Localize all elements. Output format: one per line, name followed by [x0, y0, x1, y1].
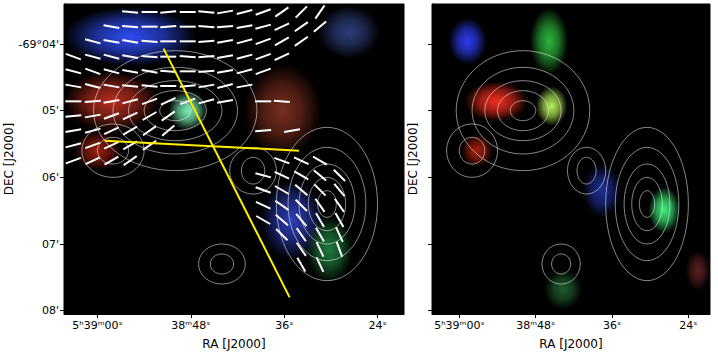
svg-text:38ᵐ48ˢ: 38ᵐ48ˢ: [516, 319, 555, 332]
svg-text:36ˢ: 36ˢ: [603, 319, 621, 332]
svg-text:DEC [J2000]: DEC [J2000]: [406, 123, 420, 195]
svg-text:36ˢ: 36ˢ: [275, 319, 293, 332]
svg-text:05': 05': [42, 104, 59, 117]
svg-text:RA [J2000]: RA [J2000]: [202, 337, 265, 351]
svg-text:08': 08': [42, 304, 59, 317]
svg-text:07': 07': [42, 238, 59, 251]
svg-text:RA [J2000]: RA [J2000]: [539, 337, 602, 351]
svg-text:-69°04': -69°04': [19, 38, 60, 51]
svg-text:DEC [J2000]: DEC [J2000]: [2, 123, 16, 195]
svg-text:24ˢ: 24ˢ: [368, 319, 386, 332]
svg-text:38ᵐ48ˢ: 38ᵐ48ˢ: [171, 319, 210, 332]
svg-text:5ʰ39ᵐ00ˢ: 5ʰ39ᵐ00ˢ: [72, 319, 122, 332]
svg-text:5ʰ39ᵐ00ˢ: 5ʰ39ᵐ00ˢ: [434, 319, 484, 332]
svg-text:06': 06': [42, 171, 59, 184]
svg-text:24ˢ: 24ˢ: [679, 319, 697, 332]
